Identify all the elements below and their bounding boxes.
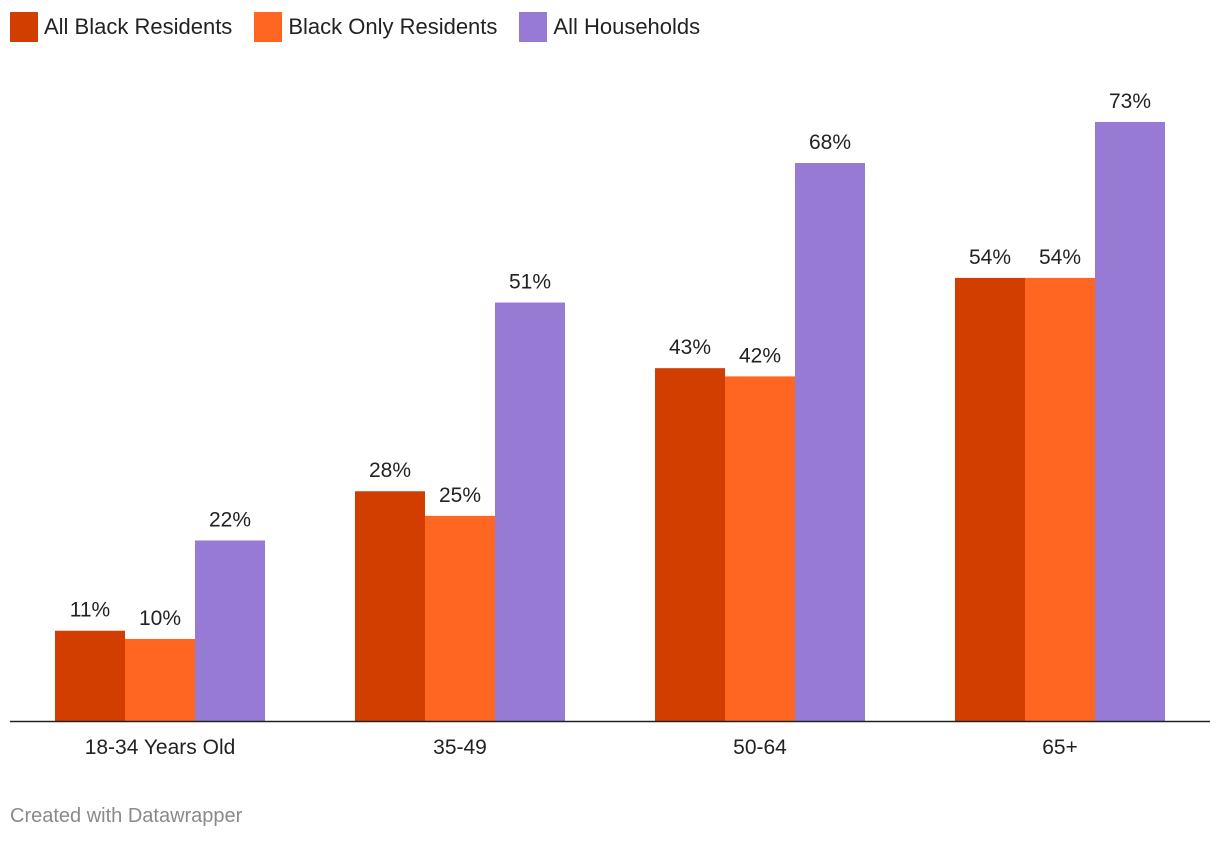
legend-swatch [254, 12, 283, 42]
footer-credit[interactable]: Created with Datawrapper [10, 805, 243, 827]
x-tick-label: 50-64 [733, 736, 787, 759]
bar-value-label: 54% [1039, 246, 1081, 269]
bar-value-label: 11% [70, 599, 110, 622]
bar [355, 491, 425, 721]
x-tick-label: 35-49 [433, 736, 487, 759]
bar-value-label: 68% [809, 131, 851, 154]
legend-item: Black Only Residents [254, 12, 497, 42]
bar [195, 540, 265, 721]
bar-value-label: 73% [1109, 90, 1151, 113]
legend-item: All Households [519, 12, 700, 42]
bar-value-label: 43% [669, 336, 711, 359]
legend-swatch [10, 12, 38, 42]
legend-label: Black Only Residents [288, 14, 498, 39]
bar [425, 515, 495, 721]
bar [1025, 277, 1095, 721]
bar-value-label: 10% [139, 607, 181, 630]
bar-value-label: 42% [739, 344, 781, 367]
bar [655, 368, 725, 721]
bar-value-label: 28% [369, 459, 411, 482]
bar [795, 163, 865, 721]
bar [55, 630, 125, 721]
bar [725, 376, 795, 721]
bar [1095, 122, 1165, 721]
legend-item: All Black Residents [10, 12, 232, 42]
legend-label: All Black Residents [44, 14, 233, 39]
x-tick-label: 65+ [1042, 736, 1078, 759]
bar-value-label: 51% [509, 271, 551, 294]
x-tick-label: 18-34 Years Old [85, 736, 236, 759]
legend-label: All Households [553, 14, 701, 39]
bar [125, 638, 195, 721]
bar-value-label: 54% [969, 246, 1011, 269]
bar [495, 302, 565, 721]
bar-value-label: 22% [209, 508, 251, 531]
legend: All Black Residents Black Only Residents A… [10, 10, 722, 44]
bar-value-label: 25% [439, 484, 481, 507]
legend-swatch [519, 12, 548, 42]
bar [955, 277, 1025, 721]
